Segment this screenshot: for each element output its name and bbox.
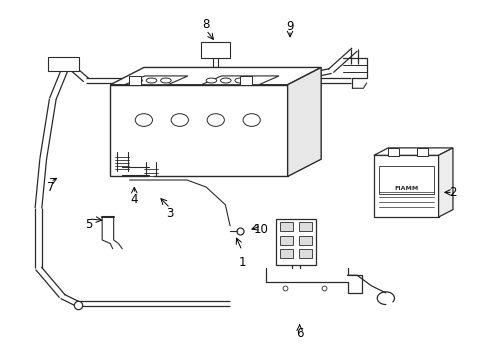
Text: 2: 2 xyxy=(448,186,456,199)
Ellipse shape xyxy=(146,78,157,83)
Bar xyxy=(416,148,427,156)
Text: 7: 7 xyxy=(46,181,54,194)
Polygon shape xyxy=(287,67,321,176)
Bar xyxy=(280,249,293,258)
Polygon shape xyxy=(124,76,187,85)
Bar xyxy=(129,76,141,85)
Text: 6: 6 xyxy=(295,327,303,340)
Bar xyxy=(378,166,433,194)
Ellipse shape xyxy=(160,78,171,83)
Polygon shape xyxy=(201,76,279,85)
Text: 8: 8 xyxy=(202,18,209,31)
Circle shape xyxy=(135,114,152,126)
Ellipse shape xyxy=(220,78,231,83)
Circle shape xyxy=(171,114,188,126)
Bar xyxy=(373,155,438,217)
Text: 10: 10 xyxy=(253,223,268,236)
Text: FIAMM: FIAMM xyxy=(393,186,418,191)
Text: 1: 1 xyxy=(238,256,245,269)
Text: 9: 9 xyxy=(285,20,293,33)
Bar xyxy=(110,85,287,176)
Ellipse shape xyxy=(206,78,216,83)
Bar xyxy=(298,249,311,258)
Text: 5: 5 xyxy=(85,217,92,231)
Polygon shape xyxy=(110,67,321,85)
Bar xyxy=(387,148,398,156)
Bar xyxy=(275,219,316,265)
Bar xyxy=(280,236,293,244)
Bar xyxy=(201,42,230,58)
Polygon shape xyxy=(438,148,452,217)
Text: 3: 3 xyxy=(166,207,174,220)
Polygon shape xyxy=(373,148,452,155)
Circle shape xyxy=(207,114,224,126)
Bar xyxy=(298,236,311,244)
Bar xyxy=(298,222,311,231)
Ellipse shape xyxy=(234,78,245,83)
Circle shape xyxy=(243,114,260,126)
Text: 4: 4 xyxy=(130,193,138,206)
Ellipse shape xyxy=(132,78,142,83)
Bar xyxy=(280,222,293,231)
Bar xyxy=(239,76,251,85)
Bar xyxy=(48,57,79,71)
